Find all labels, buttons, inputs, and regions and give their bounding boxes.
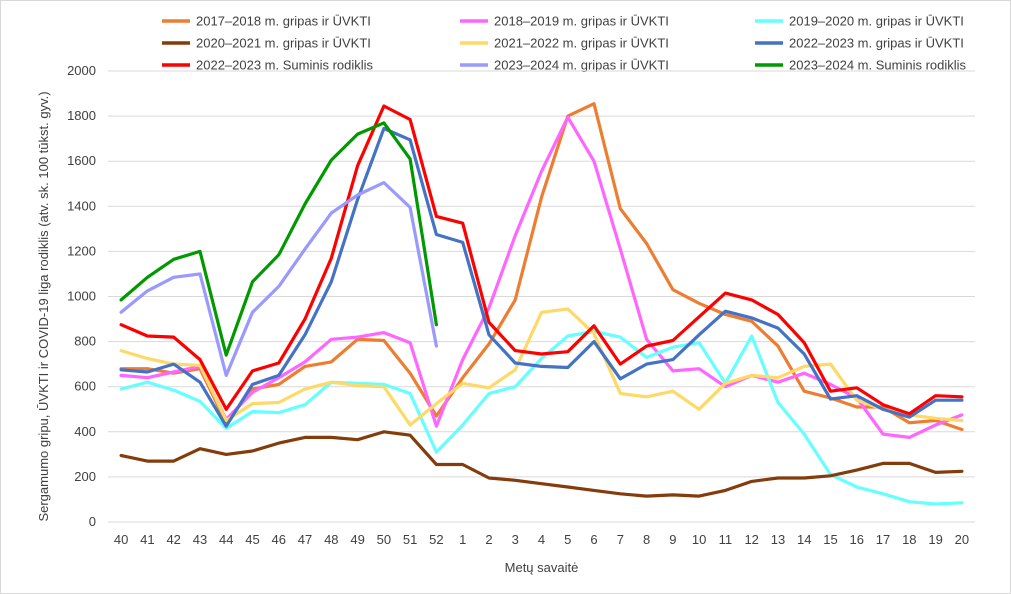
legend-entry: 2022–2023 m. Suminis rodiklis [196, 58, 374, 73]
series-line-8 [119, 181, 438, 377]
x-tick-label: 44 [219, 532, 233, 547]
x-tick-label: 14 [797, 532, 811, 547]
x-tick-label: 42 [166, 532, 180, 547]
x-tick-label: 10 [692, 532, 706, 547]
x-tick-label: 3 [512, 532, 519, 547]
x-tick-label: 7 [617, 532, 624, 547]
x-tick-label: 5 [564, 532, 571, 547]
x-tick-label: 6 [590, 532, 597, 547]
x-tick-label: 15 [823, 532, 837, 547]
y-tick-label: 2000 [67, 63, 96, 78]
x-tick-label: 48 [324, 532, 338, 547]
legend-entry: 2023–2024 m. gripas ir ŪVKTI [494, 58, 669, 73]
y-tick-label: 200 [74, 469, 96, 484]
y-tick-label: 1200 [67, 243, 96, 258]
x-axis-title: Metų savaitė [505, 560, 579, 575]
x-tick-label: 13 [771, 532, 785, 547]
series-lines [119, 102, 964, 506]
x-tick-label: 45 [245, 532, 259, 547]
y-tick-label: 800 [74, 334, 96, 349]
x-tick-label: 11 [719, 532, 733, 547]
series-line-3 [119, 329, 964, 506]
x-tick-label: 19 [928, 532, 942, 547]
legend-entry: 2018–2019 m. gripas ir ŪVKTI [494, 14, 669, 29]
x-tick-label: 51 [403, 532, 417, 547]
x-tick-label: 1 [459, 532, 466, 547]
x-tick-label: 4 [538, 532, 545, 547]
x-tick-label: 18 [902, 532, 916, 547]
x-tick-label: 17 [876, 532, 890, 547]
legend: 2017–2018 m. gripas ir ŪVKTI 2018–2019 m.… [162, 14, 967, 73]
legend-entry: 2021–2022 m. gripas ir ŪVKTI [494, 36, 669, 51]
x-tick-label: 41 [140, 532, 154, 547]
y-axis-title: Sergamumo gripu, ŪVKTI ir COVID-19 liga … [36, 91, 51, 521]
legend-entry: 2020–2021 m. gripas ir ŪVKTI [196, 36, 371, 51]
y-tick-label: 1800 [67, 108, 96, 123]
x-tick-label: 52 [429, 532, 443, 547]
series-line-9 [119, 121, 438, 357]
legend-entry: 2022–2023 m. gripas ir ŪVKTI [789, 36, 964, 51]
x-tick-label: 49 [350, 532, 364, 547]
y-tick-label: 400 [74, 424, 96, 439]
y-tick-label: 0 [89, 514, 96, 529]
y-tick-label: 1400 [67, 198, 96, 213]
legend-entry: 2023–2024 m. Suminis rodiklis [789, 58, 967, 73]
y-tick-label: 1000 [67, 289, 96, 304]
x-tick-label: 43 [193, 532, 207, 547]
legend-entry: 2019–2020 m. gripas ir ŪVKTI [789, 14, 964, 29]
x-tick-label: 50 [377, 532, 391, 547]
x-tick-label: 8 [643, 532, 650, 547]
series-line-4 [119, 430, 964, 498]
x-tick-label: 9 [669, 532, 676, 547]
x-tick-label: 2 [485, 532, 492, 547]
series-line-7 [119, 104, 964, 416]
x-tick-label: 47 [298, 532, 312, 547]
series-line-2 [119, 115, 964, 439]
x-tick-label: 16 [850, 532, 864, 547]
x-tick-label: 46 [272, 532, 286, 547]
series-line-6 [119, 126, 964, 428]
y-tick-label: 1600 [67, 153, 96, 168]
legend-entry: 2017–2018 m. gripas ir ŪVKTI [196, 14, 371, 29]
y-axis-ticks: 0 200 400 600 800 1000 1200 1400 1600 1800 2000 [67, 63, 96, 529]
x-tick-label: 12 [744, 532, 758, 547]
x-tick-label: 20 [955, 532, 969, 547]
x-axis-ticks: 40 41 42 43 44 45 46 47 48 49 50 51 52 1 2 3 4 5 6 7 8 9 10 11 1… [114, 532, 969, 547]
x-tick-label: 40 [114, 532, 128, 547]
series-line-5 [119, 307, 964, 427]
y-tick-label: 600 [74, 379, 96, 394]
